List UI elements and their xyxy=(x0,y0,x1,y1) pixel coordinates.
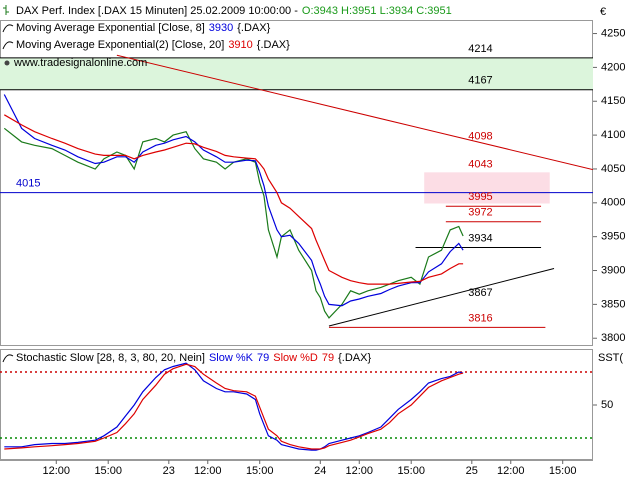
legend-source: {.DAX} xyxy=(257,39,290,51)
level-label: 4015 xyxy=(16,178,40,190)
trend-line xyxy=(328,268,555,327)
level-label: 3995 xyxy=(468,191,492,203)
trend-label: 3867 xyxy=(468,287,492,299)
stochastic-panel xyxy=(0,349,593,460)
x-tick-label: 15:00 xyxy=(246,465,274,477)
y-tick-label: 4200 xyxy=(601,61,625,73)
legend-icon xyxy=(2,24,14,33)
x-tick-label: 25 xyxy=(466,465,478,477)
y-tick-label: 4150 xyxy=(601,95,625,107)
legend-source: {.DAX} xyxy=(338,352,371,364)
y-tick-label: 3950 xyxy=(601,231,625,243)
level-label: 3816 xyxy=(468,312,492,324)
level-label: 4214 xyxy=(468,43,492,55)
title: DAX Perf. Index [.DAX 15 Minuten] 25.02.… xyxy=(16,5,298,17)
level-label: 3972 xyxy=(468,207,492,219)
x-tick-label: 15:00 xyxy=(397,465,425,477)
legend-name: Moving Average Exponential [Close, 8] xyxy=(16,22,205,34)
y-tick-label: 3800 xyxy=(601,332,625,344)
price-panel xyxy=(0,20,593,346)
legend-name: Slow %K xyxy=(209,352,254,364)
y-tick-label: 50 xyxy=(601,399,613,411)
legend-value: 3910 xyxy=(228,39,252,51)
price-icon xyxy=(3,5,9,15)
trend-label: 4098 xyxy=(468,130,492,142)
legend-name: Moving Average Exponential(2) [Close, 20… xyxy=(16,39,224,51)
x-tick-label: 12:00 xyxy=(497,465,525,477)
series-line xyxy=(3,94,464,307)
watermark: www.tradesignalonline.com xyxy=(13,57,147,69)
legend-value: 79 xyxy=(322,352,334,364)
x-tick-label: 12:00 xyxy=(43,465,71,477)
zone-band xyxy=(424,172,550,204)
x-tick-label: 12:00 xyxy=(345,465,373,477)
x-tick-label: 12:00 xyxy=(194,465,222,477)
stoch-icon xyxy=(2,354,14,363)
y-tick-label: 3850 xyxy=(601,298,625,310)
plot-area xyxy=(0,54,593,328)
currency: € xyxy=(600,6,606,18)
legend-name: Slow %D xyxy=(273,352,318,364)
watermark-icon xyxy=(4,60,10,66)
plot-area xyxy=(0,362,593,451)
chart-header: Stochastic Slow [28, 8, 3, 80, 20, Nein]… xyxy=(16,352,371,364)
y-tick-label: 4050 xyxy=(601,163,625,175)
axis-title: SST( xyxy=(598,352,623,364)
x-tick-label: 23 xyxy=(163,465,175,477)
chart-header: DAX Perf. Index [.DAX 15 Minuten] 25.02.… xyxy=(16,5,452,17)
y-tick-label: 4100 xyxy=(601,129,625,141)
panel-0: 4214 4167 4043 4015 3995 3972 3934 3816 4098 3867… xyxy=(0,5,625,344)
legend-icon xyxy=(2,41,14,50)
level-label: 3934 xyxy=(468,232,492,244)
legend-entry: Moving Average Exponential(2) [Close, 20… xyxy=(16,39,290,51)
level-label: 4167 xyxy=(468,75,492,87)
y-tick-label: 4000 xyxy=(601,197,625,209)
series-line xyxy=(3,114,464,285)
level-label: 4043 xyxy=(468,159,492,171)
quote: O:3943 H:3951 L:3934 C:3951 xyxy=(302,5,452,17)
y-tick-label: 3900 xyxy=(601,264,625,276)
x-tick-label: 15:00 xyxy=(94,465,122,477)
legend-entry: Moving Average Exponential [Close, 8] 393… xyxy=(16,22,271,34)
trend-line xyxy=(116,54,593,171)
x-tick-label: 15:00 xyxy=(549,465,577,477)
x-tick-label: 24 xyxy=(314,465,326,477)
legend-source: {.DAX} xyxy=(237,22,270,34)
y-tick-label: 4250 xyxy=(601,27,625,39)
series-line xyxy=(4,363,464,450)
series-line xyxy=(4,362,464,451)
panel-1: 50 12:00 15:00 23 12:00 15:00 24 12:00 15:00 25 12… xyxy=(0,352,623,477)
legend-value: 3930 xyxy=(209,22,233,34)
zone-band xyxy=(0,57,593,90)
title: Stochastic Slow [28, 8, 3, 80, 20, Nein] xyxy=(16,352,205,364)
legend-value: 79 xyxy=(257,352,269,364)
